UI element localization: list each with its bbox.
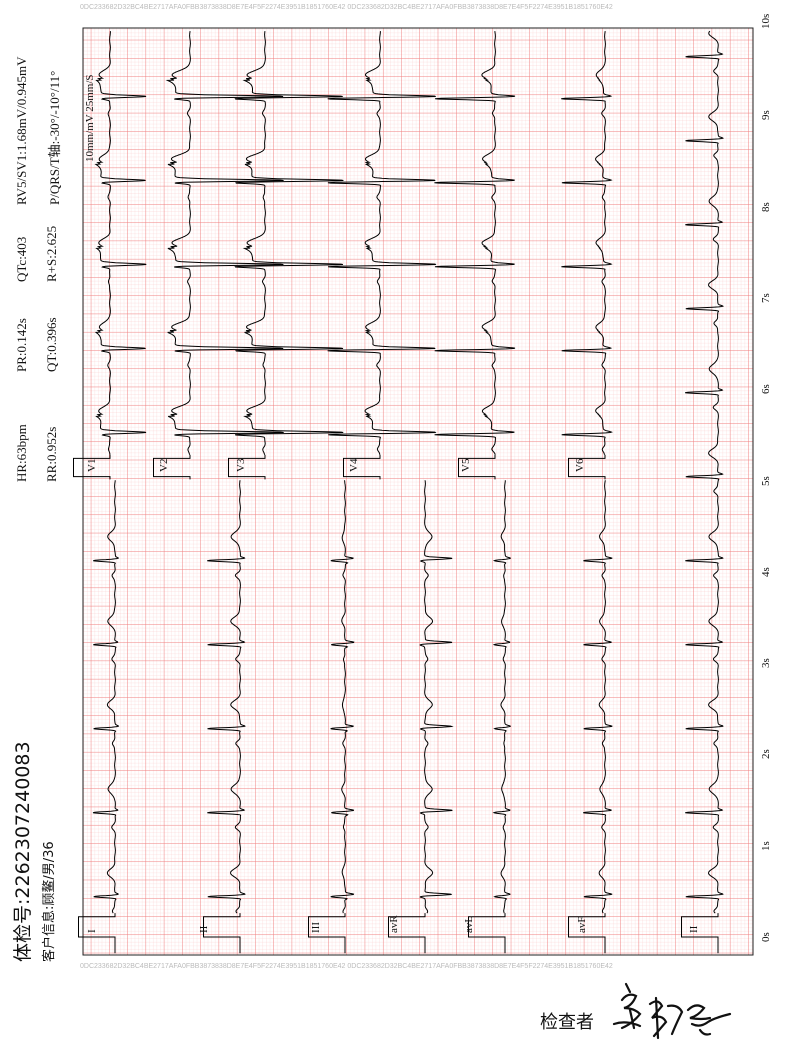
ecg-trace-v5 — [434, 30, 516, 455]
gain-speed-label: 10mm/mV 25mm/S — [84, 74, 96, 162]
lead-label: avR — [388, 915, 400, 933]
lead-label: avL — [463, 915, 475, 933]
ecg-trace-avf — [583, 480, 613, 914]
ecg-trace-rhythm-ii — [685, 30, 725, 914]
calibration-pulse — [73, 454, 111, 480]
lead-label: V2 — [158, 458, 170, 472]
lead-label: II — [198, 925, 210, 933]
calibration-pulse — [388, 913, 426, 954]
lead-label: I — [86, 929, 98, 933]
lead-label: V3 — [235, 458, 247, 472]
calibration-pulse — [308, 913, 346, 954]
ecg-trace-i — [92, 480, 120, 914]
time-label: 3s — [760, 658, 772, 669]
lead-label: avF — [576, 916, 588, 934]
time-label: 0s — [760, 932, 772, 942]
ecg-trace-ii — [207, 480, 246, 914]
time-label: 5s — [760, 475, 772, 486]
ecg-trace-v3 — [234, 31, 344, 455]
ecg-trace-v2 — [165, 30, 284, 455]
watermark-bottom: 0DC233682D32BC4BE2717AFA0FBB3873838D8E7E… — [80, 963, 613, 970]
time-label: 7s — [760, 293, 772, 303]
examiner-label: 检查者 — [540, 1012, 594, 1033]
calibration-pulse — [568, 454, 606, 480]
ecg-grid — [82, 27, 754, 956]
time-label: 4s — [760, 567, 772, 577]
time-label: 8s — [760, 201, 772, 212]
watermark-top: 0DC233682D32BC4BE2717AFA0FBB3873838D8E7E… — [80, 4, 613, 11]
ecg-trace-iii — [330, 480, 355, 914]
calibration-pulse — [681, 913, 719, 954]
calibration-pulse — [153, 454, 191, 480]
calibration-pulse — [458, 454, 496, 480]
ecg-trace-v1 — [94, 30, 147, 455]
lead-label: V4 — [348, 458, 360, 472]
calibration-pulse — [228, 454, 266, 480]
time-label: 1s — [760, 840, 772, 851]
time-label: 6s — [760, 384, 772, 395]
calibration-pulse — [343, 454, 381, 480]
lead-label: V6 — [574, 458, 586, 472]
calibration-pulse — [568, 913, 606, 954]
lead-label: V5 — [460, 458, 472, 472]
time-label: 10s — [760, 13, 772, 29]
time-label: 9s — [760, 110, 772, 121]
ecg-trace-v4 — [327, 31, 437, 455]
lead-label: III — [310, 922, 322, 933]
time-label: 2s — [760, 749, 772, 760]
ecg-trace-avl — [492, 480, 511, 914]
calibration-pulse — [203, 913, 241, 954]
ecg-trace-v6 — [561, 30, 613, 455]
lead-label: V1 — [86, 458, 98, 472]
ecg-trace-avr — [419, 480, 454, 914]
lead-label: II — [688, 925, 700, 933]
calibration-pulse — [78, 913, 116, 954]
calibration-pulse — [468, 913, 506, 954]
